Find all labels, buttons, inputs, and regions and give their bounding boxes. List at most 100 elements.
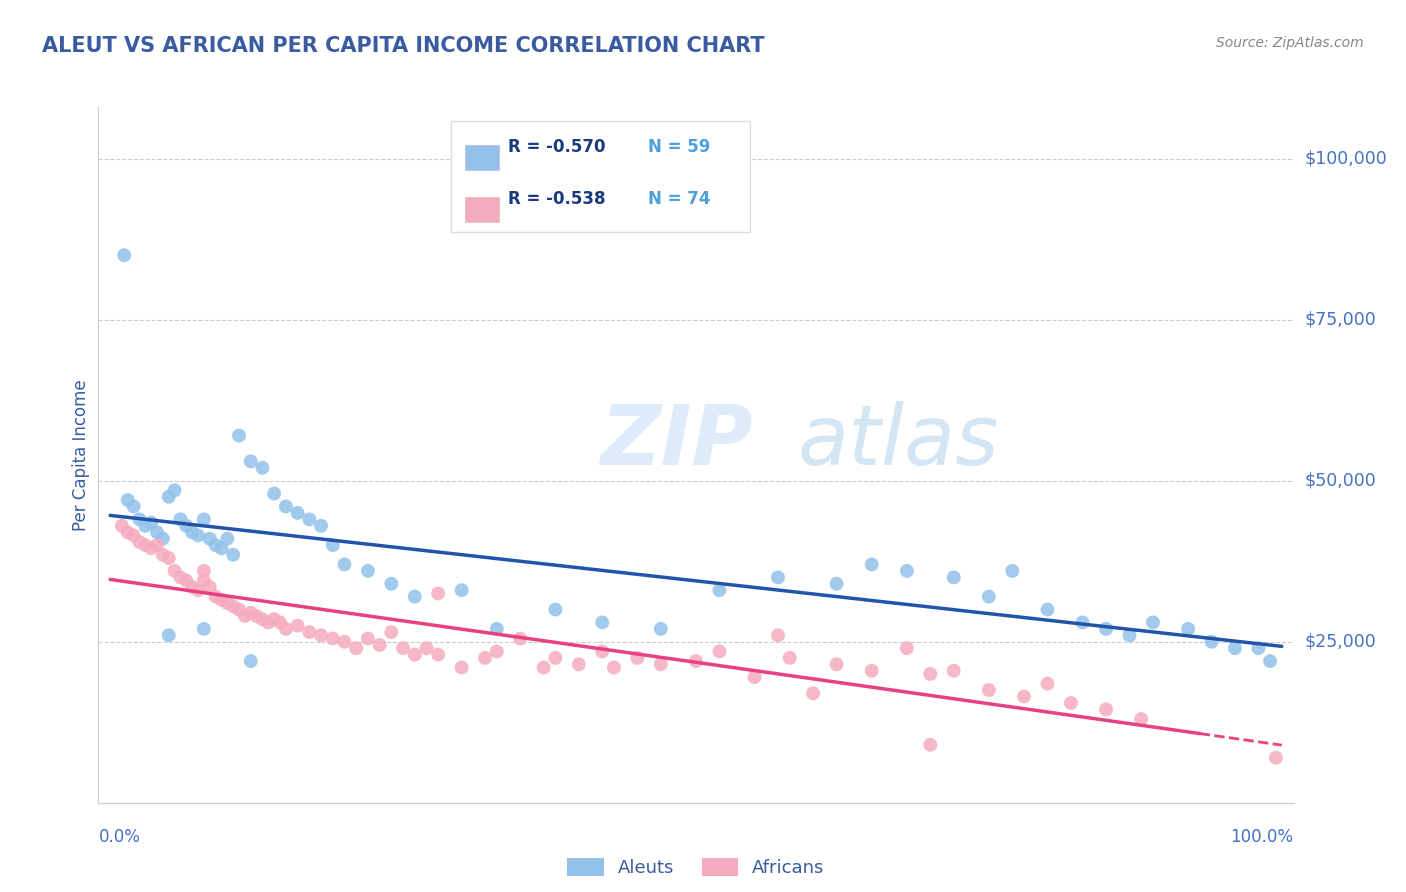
Point <box>239 654 262 668</box>
Point <box>942 664 965 678</box>
Point <box>217 532 239 546</box>
Text: $50,000: $50,000 <box>1305 472 1376 490</box>
Point <box>122 528 145 542</box>
Point <box>187 528 209 542</box>
Point <box>744 670 766 684</box>
Point <box>368 638 391 652</box>
Point <box>309 518 332 533</box>
Point <box>709 583 731 598</box>
Point <box>211 592 233 607</box>
Point <box>263 612 285 626</box>
Point <box>344 641 367 656</box>
Point <box>298 625 321 640</box>
Text: N = 59: N = 59 <box>648 137 710 155</box>
Point <box>920 738 942 752</box>
Point <box>146 525 169 540</box>
Point <box>169 512 191 526</box>
Point <box>246 609 269 624</box>
Point <box>211 541 233 556</box>
Point <box>1095 702 1118 716</box>
Point <box>1095 622 1118 636</box>
Text: $75,000: $75,000 <box>1305 310 1376 328</box>
Point <box>1012 690 1035 704</box>
Point <box>181 525 204 540</box>
Point <box>193 512 215 526</box>
Point <box>322 538 344 552</box>
Point <box>896 641 918 656</box>
Point <box>181 580 204 594</box>
Text: R = -0.570: R = -0.570 <box>509 137 606 155</box>
Point <box>1130 712 1153 726</box>
Point <box>1071 615 1094 630</box>
Text: ALEUT VS AFRICAN PER CAPITA INCOME CORRELATION CHART: ALEUT VS AFRICAN PER CAPITA INCOME CORRE… <box>42 36 765 55</box>
Point <box>298 512 321 526</box>
Point <box>252 612 274 626</box>
Point <box>274 622 297 636</box>
Text: 100.0%: 100.0% <box>1230 828 1294 846</box>
Point <box>404 648 426 662</box>
Point <box>228 428 250 442</box>
Point <box>415 641 437 656</box>
Point <box>193 622 215 636</box>
Point <box>474 651 496 665</box>
Point <box>222 599 245 614</box>
Point <box>322 632 344 646</box>
Point <box>591 644 613 658</box>
Text: Source: ZipAtlas.com: Source: ZipAtlas.com <box>1216 36 1364 50</box>
Point <box>228 602 250 616</box>
Point <box>1258 654 1281 668</box>
Point <box>152 532 174 546</box>
Point <box>779 651 801 665</box>
Point <box>896 564 918 578</box>
Point <box>977 683 1000 698</box>
Point <box>427 648 450 662</box>
Point <box>357 564 380 578</box>
Point <box>825 657 848 672</box>
Point <box>860 558 883 572</box>
Point <box>117 493 139 508</box>
Point <box>1118 628 1140 642</box>
Point <box>222 548 245 562</box>
Point <box>485 644 508 658</box>
Point <box>709 644 731 658</box>
Point <box>157 551 180 566</box>
Point <box>146 538 169 552</box>
Point <box>450 660 472 674</box>
Text: ZIP: ZIP <box>600 401 754 482</box>
Text: 0.0%: 0.0% <box>98 828 141 846</box>
Point <box>392 641 415 656</box>
FancyBboxPatch shape <box>451 121 749 232</box>
Point <box>287 618 309 632</box>
Point <box>239 606 262 620</box>
Point <box>233 609 256 624</box>
Point <box>380 625 402 640</box>
Point <box>1036 602 1059 616</box>
Point <box>193 564 215 578</box>
Point <box>1060 696 1083 710</box>
Point <box>766 628 789 642</box>
Point <box>544 651 567 665</box>
Point <box>163 483 186 498</box>
Point <box>217 596 239 610</box>
Point <box>198 532 221 546</box>
Point <box>650 622 672 636</box>
Point <box>1177 622 1199 636</box>
Point <box>485 622 508 636</box>
Point <box>801 686 824 700</box>
Point <box>920 667 942 681</box>
Point <box>685 654 707 668</box>
Point <box>942 570 965 584</box>
Point <box>157 490 180 504</box>
Point <box>1036 676 1059 690</box>
Point <box>603 660 626 674</box>
Point <box>134 518 156 533</box>
Point <box>263 486 285 500</box>
Bar <box>465 197 499 222</box>
Point <box>193 574 215 588</box>
Point <box>568 657 591 672</box>
Point <box>111 518 134 533</box>
Point <box>174 574 197 588</box>
Point <box>1142 615 1164 630</box>
Point <box>380 576 402 591</box>
Point <box>333 558 356 572</box>
